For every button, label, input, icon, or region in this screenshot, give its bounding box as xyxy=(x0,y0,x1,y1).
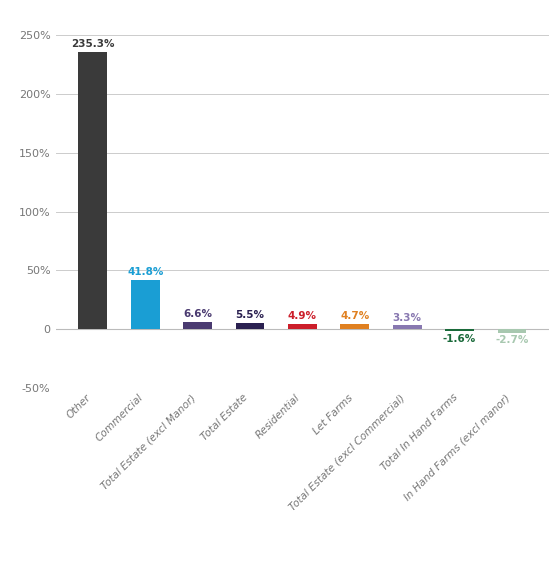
Text: 5.5%: 5.5% xyxy=(236,310,264,320)
Bar xyxy=(498,329,526,332)
Bar xyxy=(78,52,107,329)
Bar xyxy=(236,323,264,329)
Bar xyxy=(445,329,474,331)
Text: 6.6%: 6.6% xyxy=(183,309,212,319)
Text: -1.6%: -1.6% xyxy=(443,334,476,344)
Text: 4.7%: 4.7% xyxy=(340,311,370,321)
Bar xyxy=(183,321,212,329)
Bar xyxy=(288,324,317,329)
Text: 41.8%: 41.8% xyxy=(127,267,164,277)
Text: 4.9%: 4.9% xyxy=(288,311,317,321)
Text: 3.3%: 3.3% xyxy=(393,312,422,323)
Text: -2.7%: -2.7% xyxy=(495,336,529,345)
Bar xyxy=(393,325,422,329)
Text: 235.3%: 235.3% xyxy=(71,39,115,49)
Bar xyxy=(340,324,369,329)
Bar xyxy=(131,280,160,329)
